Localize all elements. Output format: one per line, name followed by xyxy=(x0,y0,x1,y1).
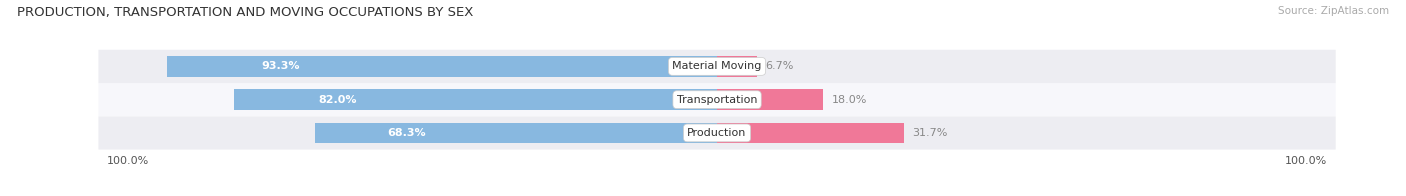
Text: Material Moving: Material Moving xyxy=(672,61,762,71)
Bar xyxy=(233,89,717,110)
Text: Transportation: Transportation xyxy=(676,95,758,105)
Bar xyxy=(167,56,717,77)
Bar xyxy=(717,123,904,143)
FancyBboxPatch shape xyxy=(98,50,1336,83)
Bar xyxy=(717,56,756,77)
Text: PRODUCTION, TRANSPORTATION AND MOVING OCCUPATIONS BY SEX: PRODUCTION, TRANSPORTATION AND MOVING OC… xyxy=(17,6,474,19)
FancyBboxPatch shape xyxy=(98,83,1336,116)
Text: 18.0%: 18.0% xyxy=(832,95,868,105)
FancyBboxPatch shape xyxy=(98,116,1336,150)
Text: 82.0%: 82.0% xyxy=(318,95,357,105)
Text: Source: ZipAtlas.com: Source: ZipAtlas.com xyxy=(1278,6,1389,16)
Text: 31.7%: 31.7% xyxy=(912,128,948,138)
Text: Production: Production xyxy=(688,128,747,138)
Text: 6.7%: 6.7% xyxy=(765,61,794,71)
Text: 93.3%: 93.3% xyxy=(262,61,299,71)
Text: 68.3%: 68.3% xyxy=(387,128,426,138)
Bar xyxy=(315,123,717,143)
Bar xyxy=(717,89,823,110)
